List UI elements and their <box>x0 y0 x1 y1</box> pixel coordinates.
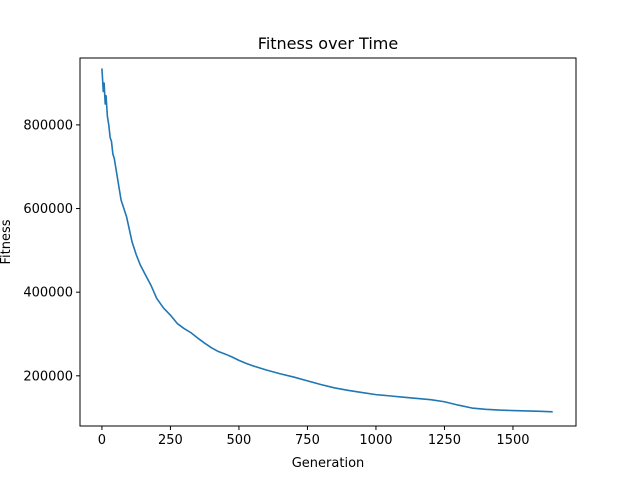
x-tick-label: 1000 <box>359 433 392 448</box>
chart-title: Fitness over Time <box>258 34 398 53</box>
y-ticks: 200000 400000 600000 800000 <box>23 118 80 384</box>
y-tick-label: 200000 <box>23 369 73 384</box>
x-ticks: 0 250 500 750 1000 1250 1500 <box>98 426 530 448</box>
x-tick-label: 1250 <box>428 433 461 448</box>
x-tick-label: 500 <box>227 433 252 448</box>
y-tick-label: 400000 <box>23 286 73 301</box>
series-layer <box>101 68 553 413</box>
y-tick-label: 600000 <box>23 202 73 217</box>
y-axis-label: Fitness <box>0 219 14 264</box>
x-tick-label: 750 <box>295 433 320 448</box>
plot-area <box>80 58 576 426</box>
plot-frame <box>79 57 577 427</box>
x-tick-label: 1500 <box>496 433 529 448</box>
series-line-0 <box>101 68 553 413</box>
x-tick-label: 250 <box>158 433 183 448</box>
x-axis-label: Generation <box>292 456 365 471</box>
x-tick-label: 0 <box>98 433 106 448</box>
y-tick-label: 800000 <box>23 118 73 133</box>
